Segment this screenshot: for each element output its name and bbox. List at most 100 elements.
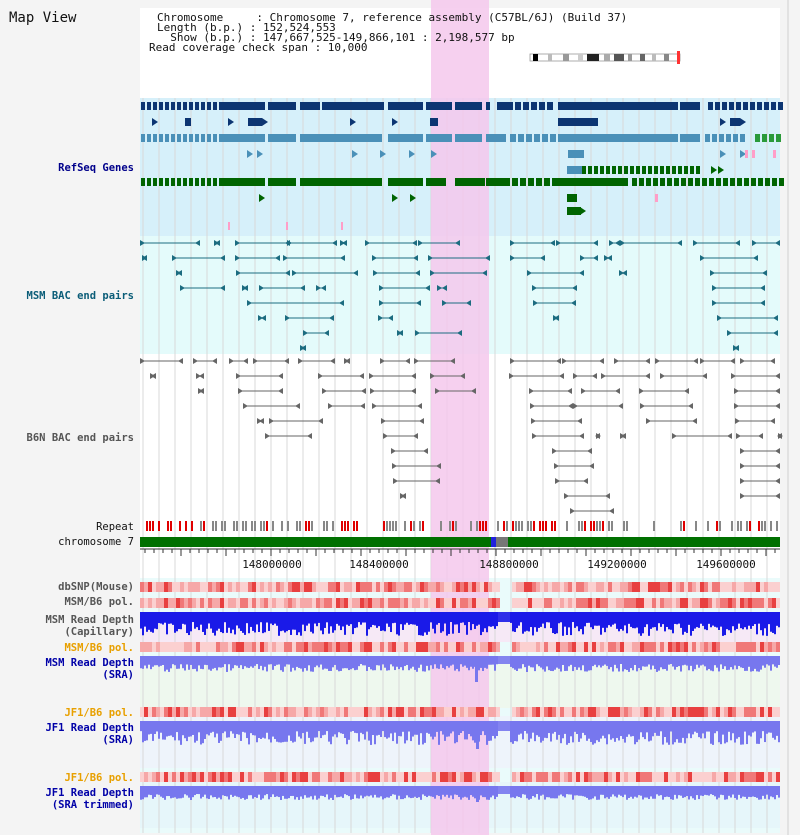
snp-cell: [180, 598, 184, 608]
snp-cell: [656, 582, 660, 592]
snp-cell: [320, 598, 324, 608]
track-label-jf1-trim[interactable]: JF1 Read Depth: [45, 787, 134, 799]
depth-bar: [422, 786, 424, 795]
depth-bar: [390, 786, 392, 797]
gene-block: [268, 102, 296, 110]
bac-end: [413, 433, 418, 439]
snp-cell: [592, 707, 596, 717]
depth-bar: [616, 786, 618, 798]
depth-bar: [580, 612, 582, 630]
bac-end: [740, 493, 745, 499]
depth-bar: [692, 656, 694, 672]
depth-bar: [270, 612, 272, 624]
depth-bar: [440, 786, 442, 800]
depth-bar: [150, 656, 152, 670]
snp-cell: [428, 598, 432, 608]
repeat-block: [764, 521, 766, 531]
track-label-msm-depth-cap[interactable]: MSM Read Depth: [45, 614, 134, 626]
snp-cell: [460, 582, 464, 592]
depth-bar: [624, 786, 626, 795]
snp-cell: [332, 707, 336, 717]
depth-bar: [168, 656, 170, 672]
snp-cell: [776, 772, 780, 782]
bac-end: [567, 388, 572, 394]
depth-bar: [274, 721, 276, 740]
snp-cell: [140, 582, 144, 592]
depth-bar: [776, 786, 778, 796]
depth-bar: [194, 612, 196, 629]
snp-cell: [756, 582, 760, 592]
depth-bar: [578, 656, 580, 668]
depth-bar: [548, 721, 550, 734]
snp-cell: [520, 707, 524, 717]
repeat-block: [242, 521, 244, 531]
depth-bar: [394, 656, 396, 671]
snp-cell: [344, 642, 348, 652]
depth-bar: [386, 612, 388, 624]
depth-bar: [434, 786, 436, 799]
track-label-msm-depth-sra[interactable]: MSM Read Depth: [45, 657, 134, 669]
depth-bar: [406, 721, 408, 741]
bac-end: [321, 285, 326, 291]
track-label-msm-bac[interactable]: MSM BAC end pairs: [26, 290, 134, 302]
depth-bar: [240, 656, 242, 666]
track-label-jf1-pol-2[interactable]: JF1/B6 pol.: [64, 772, 134, 784]
depth-bar: [386, 656, 388, 671]
bac-end: [298, 358, 303, 364]
depth-bar: [204, 612, 206, 635]
depth-bar: [192, 656, 194, 670]
track-label-dbsnp[interactable]: dbSNP(Mouse): [58, 581, 134, 593]
depth-bar: [722, 786, 724, 796]
depth-bar: [172, 721, 174, 738]
track-label-jf1-pol[interactable]: JF1/B6 pol.: [64, 707, 134, 719]
snp-cell: [492, 707, 496, 717]
snp-cell: [424, 642, 428, 652]
snp-cell: [524, 582, 528, 592]
depth-bar: [494, 721, 496, 739]
snp-cell: [428, 772, 432, 782]
snp-cell: [688, 772, 692, 782]
track-label-jf1-depth[interactable]: JF1 Read Depth: [45, 722, 134, 734]
bac-end: [318, 373, 323, 379]
snp-cell: [264, 642, 268, 652]
depth-bar: [312, 786, 314, 800]
track-label-repeat[interactable]: Repeat: [96, 521, 134, 533]
depth-bar: [574, 721, 576, 732]
depth-bar: [338, 786, 340, 798]
exon: [147, 134, 151, 142]
snp-cell: [412, 598, 416, 608]
snp-cell: [668, 772, 672, 782]
depth-bar: [724, 721, 726, 744]
depth-bar: [298, 721, 300, 737]
snp-cell: [412, 642, 416, 652]
depth-bar: [272, 612, 274, 626]
depth-bar: [434, 721, 436, 737]
snp-cell: [756, 598, 760, 608]
snp-cell: [188, 582, 192, 592]
depth-bar: [438, 721, 440, 745]
read-coverage-span: Read coverage check span : 10,000: [149, 41, 368, 54]
snp-cell: [276, 772, 280, 782]
depth-bar: [514, 612, 516, 632]
depth-bar: [310, 656, 312, 672]
depth-bar: [754, 721, 756, 732]
depth-bar: [428, 721, 430, 734]
snp-cell: [192, 642, 196, 652]
snp-cell: [416, 598, 420, 608]
track-label-chromosome[interactable]: chromosome 7: [58, 536, 134, 548]
repeat-block: [740, 521, 742, 531]
snp-cell: [176, 707, 180, 717]
bac-end: [423, 448, 428, 454]
depth-bar: [492, 656, 494, 665]
track-label-b6n-bac[interactable]: B6N BAC end pairs: [26, 432, 134, 444]
track-label-msm-pol[interactable]: MSM/B6 pol.: [64, 596, 134, 608]
snp-cell: [232, 707, 236, 717]
snp-cell: [264, 598, 268, 608]
snp-cell: [184, 642, 188, 652]
depth-bar: [606, 656, 608, 666]
depth-bar: [540, 721, 542, 743]
snp-cell: [172, 642, 176, 652]
track-label-refseq[interactable]: RefSeq Genes: [58, 162, 134, 174]
track-label-msm-pol-sra[interactable]: MSM/B6 pol.: [64, 642, 134, 654]
